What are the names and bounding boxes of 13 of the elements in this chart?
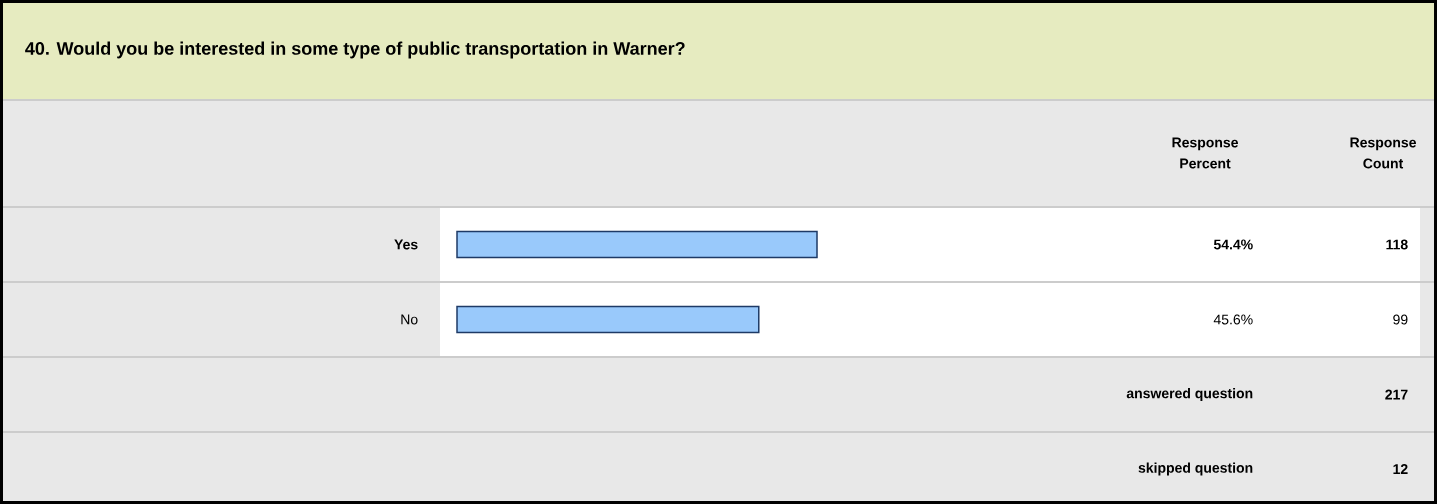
- y-tick-label: No: [401, 314, 418, 325]
- text: Response Count: [1350, 137, 1416, 169]
- chart-title: 40. Would you be interested in some type of public transportation in Warner?: [25, 41, 685, 59]
- text: Response Percent: [1172, 137, 1238, 169]
- text: skipped question: [1138, 462, 1253, 476]
- text: answered question: [1126, 387, 1253, 402]
- y-tick-label: Yes: [394, 239, 418, 250]
- data-label: 45.6%: [1213, 314, 1253, 325]
- text: 217: [1385, 389, 1408, 400]
- text: 12: [1393, 464, 1408, 474]
- data-label: 54.4%: [1213, 239, 1253, 250]
- text: 99: [1393, 314, 1408, 325]
- text: 118: [1386, 239, 1408, 250]
